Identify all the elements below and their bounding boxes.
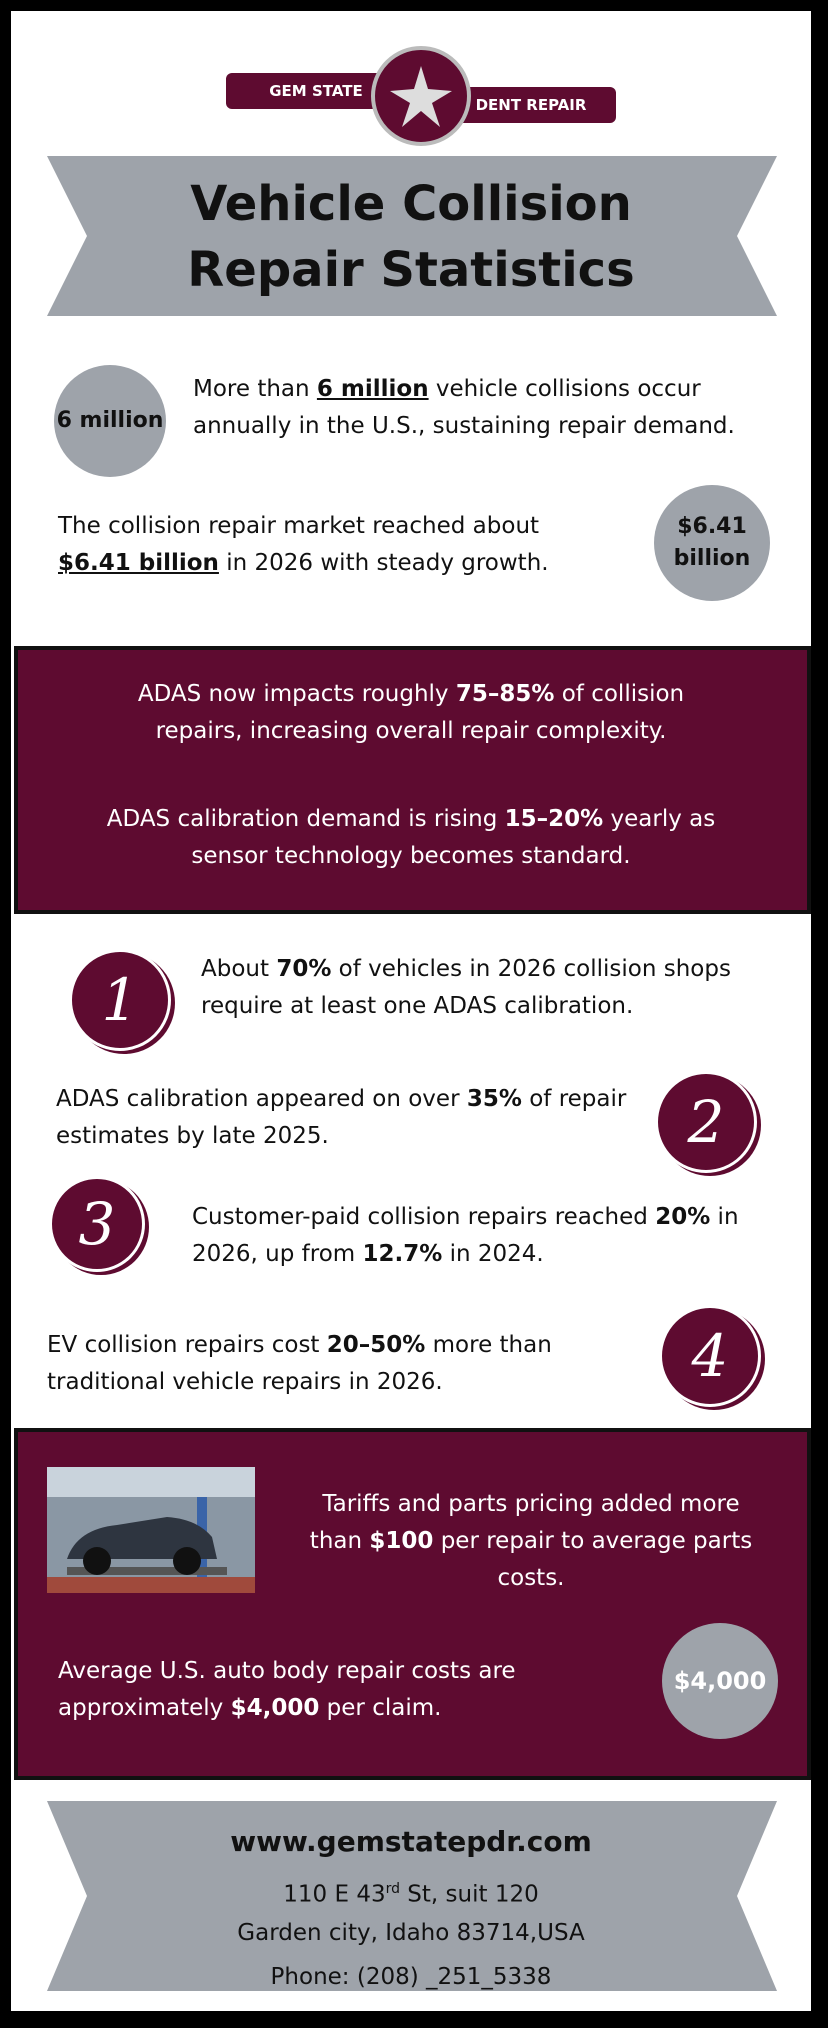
number-badge: 4 xyxy=(659,1305,761,1407)
stat-text: Customer-paid collision repairs reached … xyxy=(192,1199,752,1273)
stat-text: Average U.S. auto body repair costs are … xyxy=(58,1653,598,1727)
number-badge: 2 xyxy=(655,1071,757,1173)
text-run: in 2026 with steady growth. xyxy=(218,550,549,576)
text-run: EV collision repairs cost xyxy=(47,1332,327,1358)
text-run: ADAS now impacts roughly xyxy=(137,681,456,707)
title-banner xyxy=(47,156,777,316)
highlight: 75–85% xyxy=(455,681,555,707)
text-run: more than traditional vehicle repairs in… xyxy=(47,1332,552,1395)
section-band xyxy=(14,646,811,914)
number-badge: 3 xyxy=(49,1176,145,1272)
text-run: rd xyxy=(385,1881,400,1897)
text-run: More than xyxy=(193,376,317,402)
highlight: $4,000 xyxy=(230,1695,320,1721)
text-run: Tariffs and parts pricing added more tha… xyxy=(309,1491,740,1554)
city: Garden city, Idaho 83714,USA xyxy=(237,1920,585,1946)
infographic: GEM STATE DENT REPAIR Vehicle Collision … xyxy=(8,8,814,2014)
highlight: $6.41 billion xyxy=(58,550,219,576)
highlight: $100 xyxy=(369,1528,434,1554)
text-run: in 2024. xyxy=(442,1241,544,1267)
text-run: Average U.S. auto body repair costs are … xyxy=(58,1658,516,1721)
stat-text: ADAS calibration demand is rising 15–20%… xyxy=(91,801,731,875)
stat-text: About 70% of vehicles in 2026 collision … xyxy=(201,951,791,1025)
stat-text: Tariffs and parts pricing added more tha… xyxy=(301,1486,761,1597)
highlight: 20% xyxy=(655,1204,711,1230)
text-run: St, suit 120 xyxy=(400,1881,539,1908)
footer-banner xyxy=(47,1801,777,1991)
highlight: 12.7% xyxy=(362,1241,443,1267)
text-run: of collision repairs, increasing overall… xyxy=(155,681,685,744)
website: www.gemstatepdr.com xyxy=(230,1825,592,1858)
highlight: 15–20% xyxy=(504,806,604,832)
highlight: 6 million xyxy=(316,376,429,402)
text-run: 110 E 43 xyxy=(283,1881,386,1908)
stat-badge: $6.41 billion xyxy=(654,485,770,601)
text-run: of repair estimates by late 2025. xyxy=(56,1086,627,1149)
stat-text: The collision repair market reached abou… xyxy=(58,508,598,582)
number-badge: 1 xyxy=(69,949,171,1051)
highlight: 35% xyxy=(466,1086,522,1112)
text-run: Customer-paid collision repairs reached xyxy=(192,1204,656,1230)
phone: Phone: (208) _251_5338 xyxy=(270,1964,552,1990)
stat-text: More than 6 million vehicle collisions o… xyxy=(193,371,773,445)
title: Vehicle Collision Repair Statistics xyxy=(187,176,635,298)
car-photo xyxy=(47,1467,255,1593)
text-run: ADAS calibration demand is rising xyxy=(106,806,505,832)
text-run: ADAS calibration appeared on over xyxy=(56,1086,467,1112)
highlight: 20–50% xyxy=(326,1332,426,1358)
stat-text: ADAS calibration appeared on over 35% of… xyxy=(56,1081,636,1155)
text-run: per claim. xyxy=(319,1695,442,1721)
logo: GEM STATE DENT REPAIR xyxy=(226,46,616,146)
text-run: vehicle collisions occur annually in the… xyxy=(193,376,735,439)
stat-text: EV collision repairs cost 20–50% more th… xyxy=(47,1327,637,1401)
text-run: of vehicles in 2026 collision shops requ… xyxy=(201,956,731,1019)
address: 110 E 43rd St, suit 120 xyxy=(111,1871,711,1914)
text-run: yearly as sensor technology becomes stan… xyxy=(191,806,716,869)
logo-text: GEM STATE xyxy=(269,82,363,100)
text-run: About xyxy=(201,956,277,982)
text-run: in 2026, up from xyxy=(192,1204,739,1267)
stat-badge: 6 million xyxy=(54,365,166,477)
stat-text: ADAS now impacts roughly 75–85% of colli… xyxy=(91,676,731,750)
stat-badge: $4,000 xyxy=(662,1623,778,1739)
text-run: The collision repair market reached abou… xyxy=(58,513,540,539)
logo-text: DENT REPAIR xyxy=(476,96,587,114)
text-run: per repair to average parts costs. xyxy=(433,1528,753,1591)
highlight: 70% xyxy=(276,956,332,982)
